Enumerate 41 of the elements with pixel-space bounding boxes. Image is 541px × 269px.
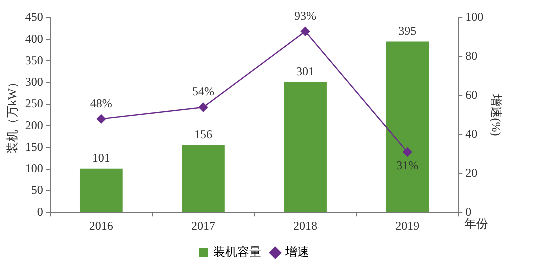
y2-tick-label: 60 xyxy=(466,88,478,102)
y-tick-label: 250 xyxy=(25,96,44,111)
y-tick-label: 400 xyxy=(25,32,44,46)
y-tick-label: 200 xyxy=(25,118,44,132)
y-tick-label: 100 xyxy=(25,162,44,176)
y-axis-title: 装机（万kW） xyxy=(5,76,20,154)
x-tick-label: 2019 xyxy=(396,218,420,233)
y2-tick-label: 0 xyxy=(466,204,472,219)
x-axis-title: 年份 xyxy=(464,216,489,231)
bar xyxy=(284,82,327,212)
bar xyxy=(80,168,123,212)
x-tick-label: 2016 xyxy=(89,218,114,233)
y2-tick-label: 100 xyxy=(466,10,484,24)
x-tick-label: 2018 xyxy=(294,218,318,233)
point xyxy=(300,27,310,36)
y-tick-label: 450 xyxy=(25,10,44,24)
data-label: 156 xyxy=(194,127,212,142)
point xyxy=(96,114,106,124)
y-tick-label: 350 xyxy=(25,53,44,68)
data-label: 101 xyxy=(92,151,110,166)
y2-tick-label: 80 xyxy=(466,49,478,64)
legend-label: 增速 xyxy=(284,245,310,260)
bar xyxy=(182,145,225,212)
y2-tick-label: 40 xyxy=(466,126,478,141)
x-tick-label: 2017 xyxy=(191,218,216,233)
y-tick-label: 0 xyxy=(37,204,44,219)
data-label: 48% xyxy=(90,96,112,110)
data-label: 93% xyxy=(294,8,317,23)
y-tick-label: 150 xyxy=(25,140,44,154)
point xyxy=(198,102,208,112)
data-label: 395 xyxy=(398,24,417,38)
data-label: 31% xyxy=(396,158,419,172)
y-tick-label: 50 xyxy=(31,183,44,198)
y2-axis-title: 增速(%) xyxy=(490,93,504,136)
point xyxy=(402,148,412,157)
bar xyxy=(386,42,430,212)
data-label: 301 xyxy=(296,64,315,79)
y2-tick-label: 20 xyxy=(466,166,478,180)
legend-label: 装机容量 xyxy=(214,245,262,260)
data-label: 54% xyxy=(192,84,214,99)
y-tick-label: 300 xyxy=(25,75,44,90)
